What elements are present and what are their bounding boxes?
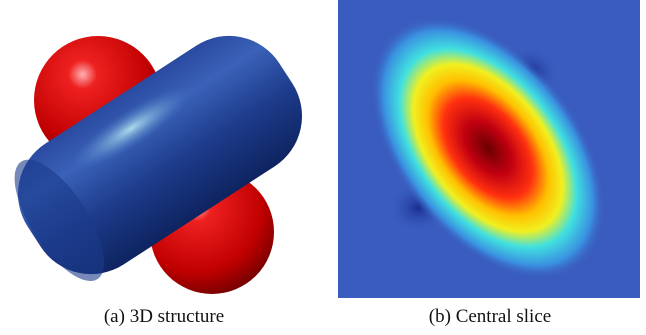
structure-3d — [0, 13, 325, 297]
central-slice — [325, 0, 646, 300]
figure: (a) 3D structure (b) Central slice — [0, 0, 646, 335]
caption: (b) Central slice — [340, 306, 640, 328]
caption: (a) 3D structure — [14, 306, 314, 328]
figure-images — [0, 0, 646, 300]
page: (a) 3D structure (b) Central slice (() =… — [0, 0, 646, 335]
